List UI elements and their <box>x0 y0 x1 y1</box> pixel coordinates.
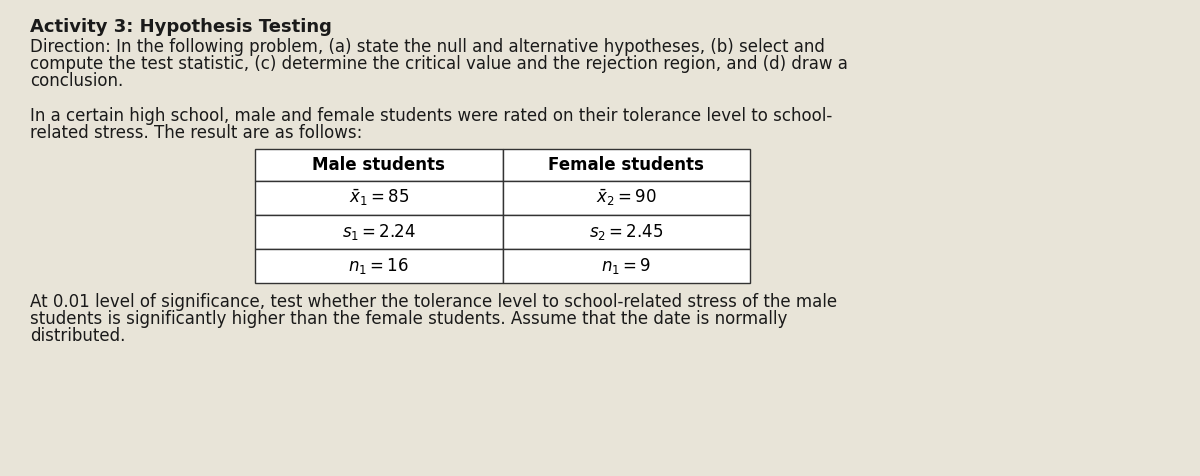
Text: Activity 3: Hypothesis Testing: Activity 3: Hypothesis Testing <box>30 18 332 36</box>
Bar <box>256 249 503 283</box>
Bar <box>256 181 503 215</box>
Text: In a certain high school, male and female students were rated on their tolerance: In a certain high school, male and femal… <box>30 107 833 125</box>
Bar <box>256 215 503 249</box>
Text: Male students: Male students <box>312 156 445 174</box>
Bar <box>503 249 750 283</box>
Bar <box>256 149 503 181</box>
Text: $\bar{x}_2 = 90$: $\bar{x}_2 = 90$ <box>596 188 656 208</box>
Text: compute the test statistic, (c) determine the critical value and the rejection r: compute the test statistic, (c) determin… <box>30 55 848 73</box>
Text: students is significantly higher than the female students. Assume that the date : students is significantly higher than th… <box>30 310 787 328</box>
Text: Female students: Female students <box>548 156 704 174</box>
Text: conclusion.: conclusion. <box>30 72 124 90</box>
Text: $n_1 = 9$: $n_1 = 9$ <box>601 256 652 276</box>
Bar <box>503 149 750 181</box>
Text: $s_2 = 2.45$: $s_2 = 2.45$ <box>589 222 664 242</box>
Text: related stress. The result are as follows:: related stress. The result are as follow… <box>30 124 362 142</box>
Bar <box>503 215 750 249</box>
Text: $n_1 = 16$: $n_1 = 16$ <box>348 256 409 276</box>
Text: $\bar{x}_1 = 85$: $\bar{x}_1 = 85$ <box>348 188 409 208</box>
Bar <box>503 181 750 215</box>
Text: $s_1 = 2.24$: $s_1 = 2.24$ <box>342 222 416 242</box>
Text: Direction: In the following problem, (a) state the null and alternative hypothes: Direction: In the following problem, (a)… <box>30 38 824 56</box>
Text: At 0.01 level of significance, test whether the tolerance level to school-relate: At 0.01 level of significance, test whet… <box>30 293 838 311</box>
Text: distributed.: distributed. <box>30 327 125 345</box>
